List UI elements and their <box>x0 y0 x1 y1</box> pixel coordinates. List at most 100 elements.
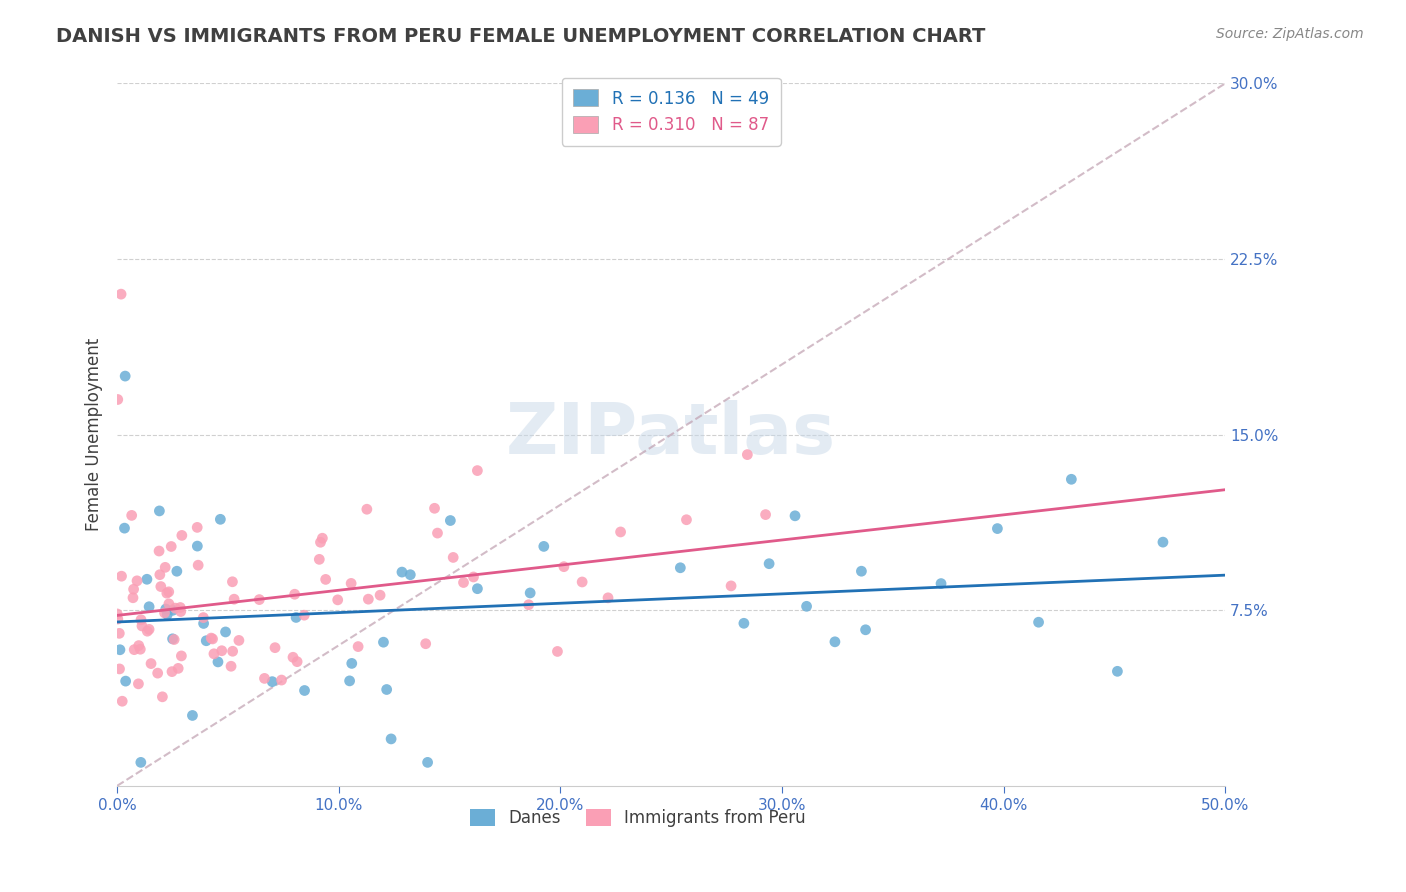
Point <box>1028 615 1050 630</box>
Point <box>571 574 593 589</box>
Point <box>200 631 222 645</box>
Point <box>423 501 446 516</box>
Point <box>114 674 136 689</box>
Point <box>368 588 391 602</box>
Point <box>107 392 129 407</box>
Point <box>796 599 818 614</box>
Point <box>426 526 449 541</box>
Point <box>281 650 304 665</box>
Point <box>170 528 193 542</box>
Point <box>160 540 183 554</box>
Point <box>284 587 307 601</box>
Point <box>122 642 145 657</box>
Point <box>157 597 180 611</box>
Point <box>165 601 187 615</box>
Point <box>1060 472 1083 486</box>
Point <box>139 657 162 671</box>
Point <box>131 619 153 633</box>
Point <box>110 287 132 301</box>
Point <box>1152 535 1174 549</box>
Point <box>202 647 225 661</box>
Point <box>108 626 131 640</box>
Text: ZIPatlas: ZIPatlas <box>506 401 837 469</box>
Point <box>720 579 742 593</box>
Point <box>169 600 191 615</box>
Point <box>170 648 193 663</box>
Point <box>167 661 190 675</box>
Point <box>553 559 575 574</box>
Point <box>107 612 129 626</box>
Point <box>153 606 176 620</box>
Point <box>851 564 873 578</box>
Point <box>193 610 215 624</box>
Point <box>264 640 287 655</box>
Y-axis label: Female Unemployment: Female Unemployment <box>86 338 103 532</box>
Point <box>224 592 246 607</box>
Point <box>375 682 398 697</box>
Point <box>326 592 349 607</box>
Point <box>121 508 143 523</box>
Point <box>201 632 224 646</box>
Point <box>609 524 631 539</box>
Point <box>308 552 330 566</box>
Point <box>441 550 464 565</box>
Point <box>149 567 172 582</box>
Point <box>181 708 204 723</box>
Point <box>129 756 152 770</box>
Point <box>163 632 186 647</box>
Point <box>148 544 170 558</box>
Point <box>138 623 160 637</box>
Point <box>294 683 316 698</box>
Point <box>157 584 180 599</box>
Point <box>186 539 208 553</box>
Point <box>129 642 152 657</box>
Point <box>463 570 485 584</box>
Point <box>127 677 149 691</box>
Point <box>247 592 270 607</box>
Point <box>211 644 233 658</box>
Point <box>416 756 439 770</box>
Point <box>533 540 555 554</box>
Point <box>136 572 159 586</box>
Point <box>315 573 337 587</box>
Point <box>149 580 172 594</box>
Point <box>128 639 150 653</box>
Point <box>415 637 437 651</box>
Point <box>467 464 489 478</box>
Point <box>228 633 250 648</box>
Point <box>162 603 184 617</box>
Point <box>755 508 778 522</box>
Text: Source: ZipAtlas.com: Source: ZipAtlas.com <box>1216 27 1364 41</box>
Point <box>138 599 160 614</box>
Point <box>546 644 568 658</box>
Point <box>219 659 242 673</box>
Point <box>156 607 179 622</box>
Point <box>129 613 152 627</box>
Point <box>675 513 697 527</box>
Point <box>356 502 378 516</box>
Point <box>855 623 877 637</box>
Point <box>373 635 395 649</box>
Point <box>108 642 131 657</box>
Point <box>108 662 131 676</box>
Point <box>160 665 183 679</box>
Point <box>221 574 243 589</box>
Point <box>357 592 380 607</box>
Point <box>207 655 229 669</box>
Point <box>114 521 136 535</box>
Point <box>166 564 188 578</box>
Point <box>209 512 232 526</box>
Point <box>285 610 308 624</box>
Point <box>783 508 806 523</box>
Point <box>221 644 243 658</box>
Point <box>399 567 422 582</box>
Point <box>986 522 1008 536</box>
Point <box>136 624 159 639</box>
Point <box>391 565 413 579</box>
Point <box>114 369 136 384</box>
Text: DANISH VS IMMIGRANTS FROM PERU FEMALE UNEMPLOYMENT CORRELATION CHART: DANISH VS IMMIGRANTS FROM PERU FEMALE UN… <box>56 27 986 45</box>
Point <box>517 598 540 612</box>
Point <box>110 569 132 583</box>
Point <box>669 561 692 575</box>
Point <box>125 574 148 588</box>
